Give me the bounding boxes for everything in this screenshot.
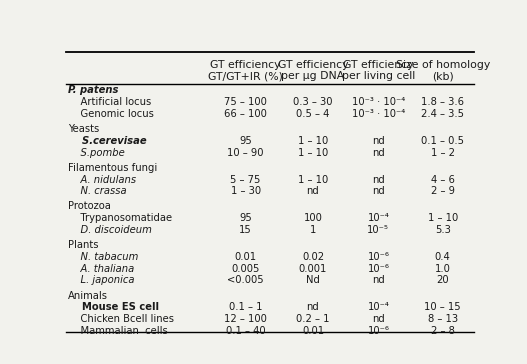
Text: 2.4 – 3.5: 2.4 – 3.5 bbox=[421, 109, 464, 119]
Text: 0.005: 0.005 bbox=[231, 264, 260, 274]
Text: 12 – 100: 12 – 100 bbox=[224, 314, 267, 324]
Text: Yeasts: Yeasts bbox=[68, 124, 99, 134]
Text: 10⁻⁶: 10⁻⁶ bbox=[367, 252, 389, 262]
Text: Size of homology
(kb): Size of homology (kb) bbox=[396, 60, 490, 82]
Text: 66 – 100: 66 – 100 bbox=[224, 109, 267, 119]
Text: N. tabacum: N. tabacum bbox=[68, 252, 138, 262]
Text: nd: nd bbox=[372, 314, 385, 324]
Text: 5.3: 5.3 bbox=[435, 225, 451, 235]
Text: 10⁻³ · 10⁻⁴: 10⁻³ · 10⁻⁴ bbox=[352, 109, 405, 119]
Text: 1 – 10: 1 – 10 bbox=[298, 148, 328, 158]
Text: nd: nd bbox=[372, 186, 385, 196]
Text: D. discoideum: D. discoideum bbox=[68, 225, 152, 235]
Text: N. crassa: N. crassa bbox=[68, 186, 126, 196]
Text: 10⁻⁵: 10⁻⁵ bbox=[367, 225, 389, 235]
Text: Nd: Nd bbox=[306, 276, 320, 285]
Text: S.pombe: S.pombe bbox=[68, 148, 125, 158]
Text: <0.005: <0.005 bbox=[227, 276, 264, 285]
Text: 2 – 8: 2 – 8 bbox=[431, 326, 455, 336]
Text: 0.02: 0.02 bbox=[302, 252, 324, 262]
Text: Animals: Animals bbox=[68, 290, 108, 301]
Text: nd: nd bbox=[307, 302, 319, 312]
Text: 95: 95 bbox=[239, 213, 252, 223]
Text: Chicken Bcell lines: Chicken Bcell lines bbox=[68, 314, 174, 324]
Text: 0.1 – 1: 0.1 – 1 bbox=[229, 302, 262, 312]
Text: Protozoa: Protozoa bbox=[68, 202, 111, 211]
Text: 10⁻⁴: 10⁻⁴ bbox=[367, 302, 389, 312]
Text: 1.8 – 3.6: 1.8 – 3.6 bbox=[421, 97, 464, 107]
Text: 10⁻³ · 10⁻⁴: 10⁻³ · 10⁻⁴ bbox=[352, 97, 405, 107]
Text: 100: 100 bbox=[304, 213, 323, 223]
Text: 0.3 – 30: 0.3 – 30 bbox=[293, 97, 333, 107]
Text: 0.1 – 40: 0.1 – 40 bbox=[226, 326, 266, 336]
Text: Filamentous fungi: Filamentous fungi bbox=[68, 163, 157, 173]
Text: 10⁻⁶: 10⁻⁶ bbox=[367, 264, 389, 274]
Text: Artificial locus: Artificial locus bbox=[68, 97, 151, 107]
Text: 1 – 2: 1 – 2 bbox=[431, 148, 455, 158]
Text: 20: 20 bbox=[436, 276, 449, 285]
Text: GT efficiency
per living cell: GT efficiency per living cell bbox=[341, 60, 415, 82]
Text: nd: nd bbox=[307, 186, 319, 196]
Text: 10⁻⁶: 10⁻⁶ bbox=[367, 326, 389, 336]
Text: Trypanosomatidae: Trypanosomatidae bbox=[68, 213, 172, 223]
Text: 4 – 6: 4 – 6 bbox=[431, 175, 455, 185]
Text: 2 – 9: 2 – 9 bbox=[431, 186, 455, 196]
Text: 10 – 15: 10 – 15 bbox=[424, 302, 461, 312]
Text: 1 – 10: 1 – 10 bbox=[298, 175, 328, 185]
Text: 75 – 100: 75 – 100 bbox=[224, 97, 267, 107]
Text: Mammalian  cells: Mammalian cells bbox=[68, 326, 168, 336]
Text: nd: nd bbox=[372, 175, 385, 185]
Text: nd: nd bbox=[372, 276, 385, 285]
Text: 0.2 – 1: 0.2 – 1 bbox=[296, 314, 330, 324]
Text: 1.0: 1.0 bbox=[435, 264, 451, 274]
Text: A. thaliana: A. thaliana bbox=[68, 264, 134, 274]
Text: 0.1 – 0.5: 0.1 – 0.5 bbox=[421, 136, 464, 146]
Text: Mouse ES cell: Mouse ES cell bbox=[68, 302, 159, 312]
Text: 0.01: 0.01 bbox=[302, 326, 324, 336]
Text: 8 – 13: 8 – 13 bbox=[427, 314, 458, 324]
Text: P. patens: P. patens bbox=[68, 86, 119, 95]
Text: S.cerevisae: S.cerevisae bbox=[68, 136, 147, 146]
Text: L. japonica: L. japonica bbox=[68, 276, 134, 285]
Text: 1 – 10: 1 – 10 bbox=[427, 213, 458, 223]
Text: GT efficiency
per μg DNA: GT efficiency per μg DNA bbox=[278, 60, 348, 82]
Text: 0.5 – 4: 0.5 – 4 bbox=[296, 109, 330, 119]
Text: GT efficiency
GT/GT+IR (%): GT efficiency GT/GT+IR (%) bbox=[208, 60, 283, 82]
Text: 0.4: 0.4 bbox=[435, 252, 451, 262]
Text: 15: 15 bbox=[239, 225, 252, 235]
Text: 95: 95 bbox=[239, 136, 252, 146]
Text: 0.001: 0.001 bbox=[299, 264, 327, 274]
Text: 5 – 75: 5 – 75 bbox=[230, 175, 261, 185]
Text: 1 – 10: 1 – 10 bbox=[298, 136, 328, 146]
Text: 10 – 90: 10 – 90 bbox=[227, 148, 264, 158]
Text: 1 – 30: 1 – 30 bbox=[230, 186, 261, 196]
Text: 1: 1 bbox=[310, 225, 316, 235]
Text: Plants: Plants bbox=[68, 240, 99, 250]
Text: 10⁻⁴: 10⁻⁴ bbox=[367, 213, 389, 223]
Text: nd: nd bbox=[372, 136, 385, 146]
Text: 0.01: 0.01 bbox=[235, 252, 257, 262]
Text: Genomic locus: Genomic locus bbox=[68, 109, 154, 119]
Text: nd: nd bbox=[372, 148, 385, 158]
Text: A. nidulans: A. nidulans bbox=[68, 175, 136, 185]
